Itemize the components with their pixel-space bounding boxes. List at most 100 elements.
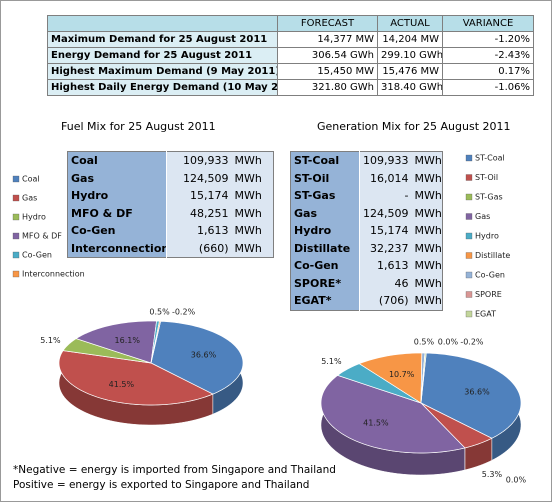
cell: 48,251 [166,204,232,222]
row-label: Energy Demand for 25 August 2011 [47,47,278,64]
row: ST-Coal 109,933 MWh [290,151,443,170]
cell: MWh [231,187,274,205]
header-cell: FORECAST [277,15,378,32]
cell: 15,476 MW [377,63,443,80]
legend-swatch [465,174,473,181]
legend-label: Interconnection [22,270,85,279]
row-label: EGAT* [290,292,360,310]
cell: 299.10 GWh [377,47,443,64]
legend-label: Coal [22,175,40,184]
row: Co-Gen 1,613 MWh [290,257,443,275]
row: Co-Gen 1,613 MWh [67,222,274,240]
data-label: 36.6% [464,388,490,397]
header-cell: ACTUAL [377,15,443,32]
data-label: 0.0% [438,338,459,347]
cell: MWh [231,239,274,258]
legend-label: Co-Gen [475,271,505,280]
row: Distillate 32,237 MWh [290,239,443,257]
cell: 46 [359,274,412,292]
row: Interconnection* (660) MWh [67,239,274,258]
legend-label: ST-Oil [475,173,498,182]
row: Hydro 15,174 MWh [290,222,443,240]
slice [320,374,466,454]
legend-swatch [465,193,473,201]
cell: 14,377 MW [277,31,378,48]
legend-swatch [12,251,20,259]
row-label: Distillate [290,239,360,257]
legend-swatch [465,154,473,162]
cell: MWh [411,274,443,292]
row: ST-Oil 16,014 MWh [290,169,443,187]
row-label: Highest Maximum Demand (9 May 2011) [47,63,278,80]
legend-swatch [12,270,20,278]
cell: MWh [411,222,443,240]
slice [150,320,244,395]
row: Energy Demand for 25 August 2011 306.54 G… [47,47,534,64]
cell: 1,613 [166,222,232,240]
legend-swatch [465,232,473,240]
row: MFO & DF 48,251 MWh [67,204,274,222]
chart-title: Generation Mix for 25 August 2011 [317,120,511,133]
data-label: -0.2% [460,338,484,347]
row: Gas 124,509 MWh [290,204,443,222]
row: ST-Gas - MWh [290,187,443,205]
cell: MWh [411,151,443,170]
data-label: 0.5% [414,338,435,347]
data-label: 5.1% [40,336,61,345]
header-cell: VARIANCE [442,15,534,32]
cell: MWh [411,257,443,275]
row: Coal 109,933 MWh [67,151,274,170]
cell: MWh [411,292,443,310]
legend-label: EGAT [475,310,496,319]
legend-label: Hydro [475,232,499,241]
row-label: Interconnection* [67,239,167,258]
legend-swatch [465,271,473,279]
cell: -1.06% [442,79,534,96]
cell: MWh [231,222,274,240]
data-label: 5.3% [482,470,503,479]
slice [336,363,422,404]
row-label: Gas [67,169,167,187]
row-label: Highest Daily Energy Demand (10 May 2011… [47,79,278,96]
note: *Negative = energy is imported from Sing… [13,464,336,476]
cell: MWh [231,151,274,170]
legend-swatch [12,194,20,202]
row: Gas 124,509 MWh [67,169,274,187]
fuel-table: Coal 109,933 MWh Gas 124,509 MWh Hydro 15,174 MW… [67,151,274,258]
legend-label: SPORE [475,290,502,299]
data-label: 10.7% [389,370,415,379]
cell: 15,174 [166,187,232,205]
data-label: 0.0% [506,475,527,484]
row-label: Gas [290,204,360,222]
cell: 16,014 [359,169,412,187]
data-label: 0.5% [149,307,170,316]
cell: 124,509 [359,204,412,222]
data-label: 41.5% [363,418,389,427]
slice [58,350,214,406]
row-label: ST-Oil [290,169,360,187]
cell: MWh [411,204,443,222]
slice [420,352,427,404]
summary-table: FORECAST ACTUAL VARIANCE Maximum Demand for… [47,15,534,96]
row-label: Hydro [290,222,360,240]
data-label: 16.1% [115,336,141,345]
legend-swatch [465,291,473,298]
legend-label: ST-Coal [475,154,505,163]
slice [62,338,152,364]
row: Highest Daily Energy Demand (10 May 2011… [47,79,534,96]
cell: 109,933 [166,151,232,170]
row-label: Maximum Demand for 25 August 2011 [47,31,278,48]
legend-label: MFO & DF [22,232,62,241]
cell: 124,509 [166,169,232,187]
row-label: SPORE* [290,274,360,292]
legend-label: Hydro [22,213,46,222]
legend-swatch [465,310,473,318]
row-label: ST-Gas [290,187,360,205]
legend-swatch [12,232,20,240]
slice [420,402,493,449]
slice [358,352,423,404]
legend-label: Distillate [475,251,510,260]
cell: 15,174 [359,222,412,240]
legend-label: Gas [475,212,490,221]
